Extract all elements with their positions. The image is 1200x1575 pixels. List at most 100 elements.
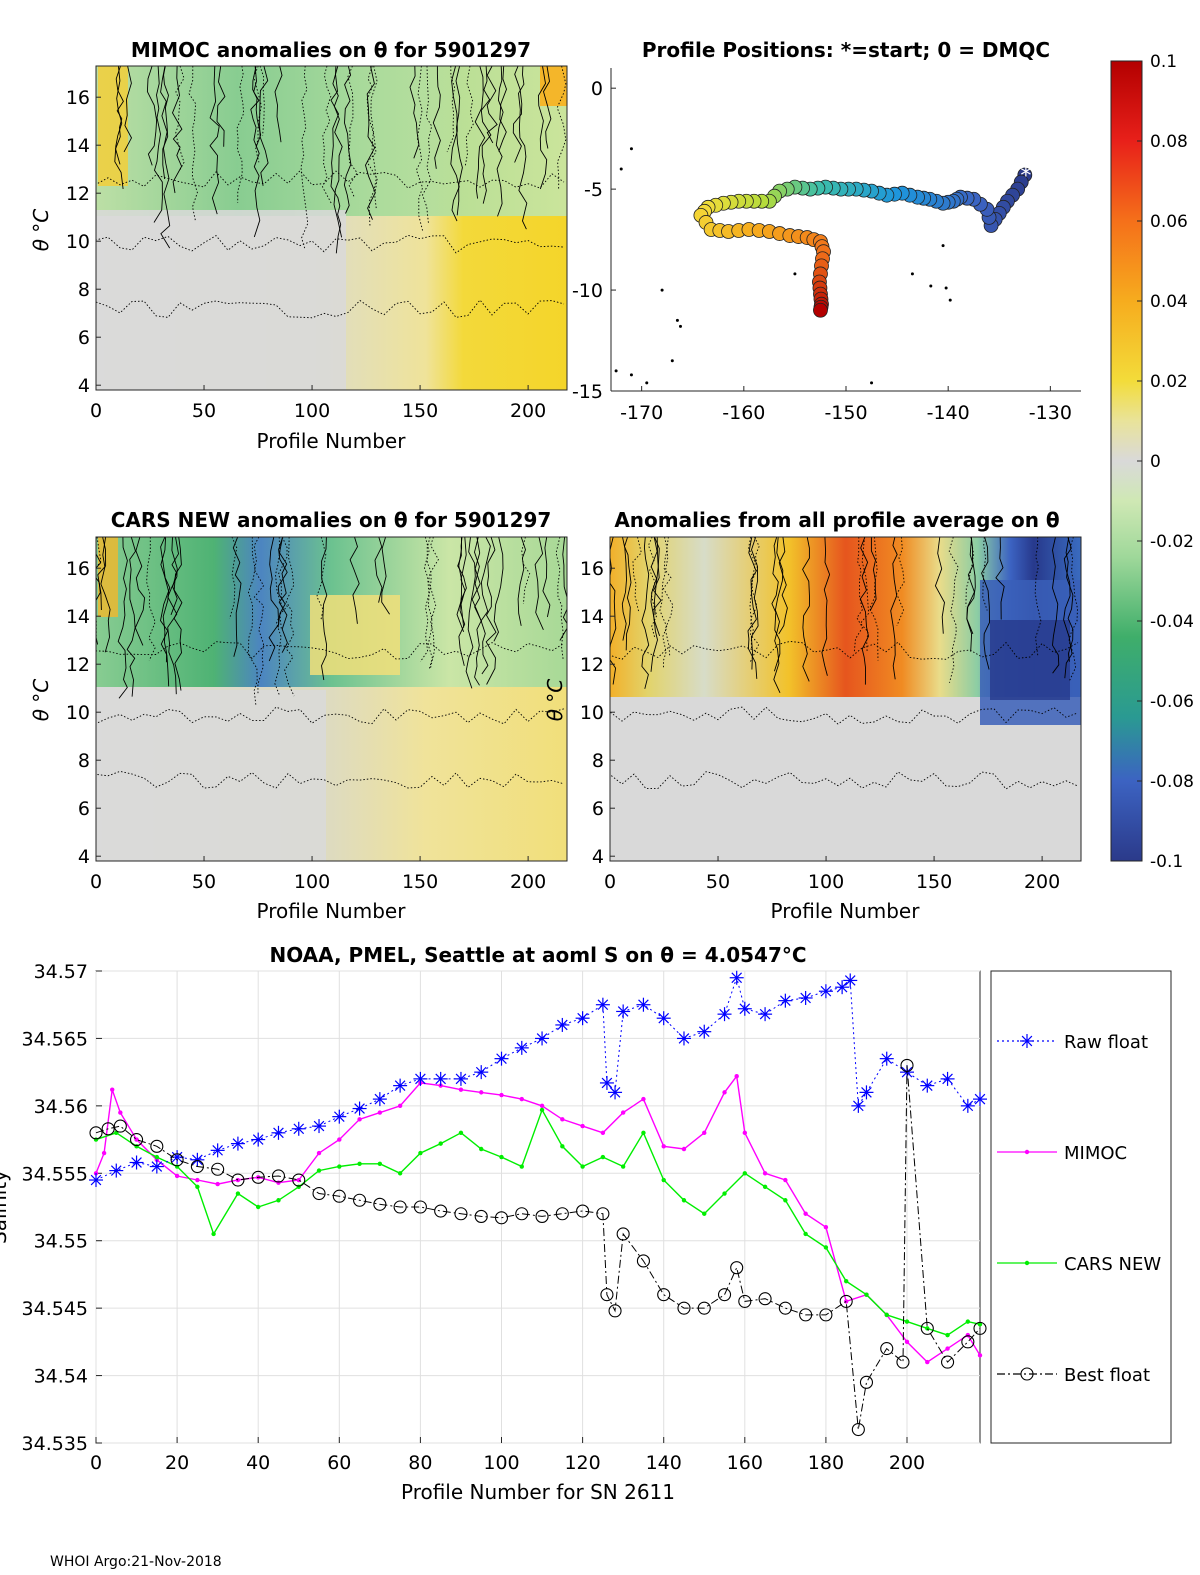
colorbar-tick-label: 0.04 (1150, 292, 1188, 312)
contour-line (96, 537, 102, 645)
best-float-marker (190, 1159, 204, 1174)
series-dot-marker (195, 1184, 200, 1189)
contour-line (474, 66, 486, 199)
contour-line (278, 537, 288, 653)
series-dot-marker (823, 1225, 829, 1230)
colorbar-tick-label: -0.02 (1150, 532, 1194, 552)
series-dot-marker (843, 1278, 849, 1284)
legend-item: MIMOC (997, 1143, 1127, 1164)
series-dot-marker (925, 1359, 930, 1365)
contour-line (632, 537, 642, 613)
contour-line (521, 537, 531, 605)
best-float-marker (353, 1193, 367, 1207)
y-tick-label: -5 (584, 179, 603, 201)
contour-line (859, 537, 869, 685)
series-dot-marker (904, 1339, 910, 1345)
contour-line (419, 537, 430, 663)
x-tick-label: 100 (483, 1452, 519, 1474)
series-dot-marker (174, 1164, 180, 1169)
best-float-marker (576, 1204, 590, 1218)
y-tick-label: 8 (592, 750, 604, 772)
contour-line (542, 537, 551, 618)
series-dot-marker (418, 1150, 423, 1156)
raw-float-marker (372, 1092, 387, 1107)
contour-line (773, 537, 784, 693)
raw-float-marker (717, 1007, 732, 1022)
series-dot-marker (641, 1130, 646, 1136)
island-dot (870, 381, 874, 385)
series-dot-marker (316, 1168, 322, 1173)
series-dot-marker (101, 1150, 107, 1156)
series-dot-marker (519, 1096, 524, 1102)
mimoc-title: MIMOC anomalies on θ for 5901297 (131, 38, 531, 62)
series-dot-marker (499, 1092, 504, 1098)
contour-line (650, 537, 658, 672)
cars-section-panel: 0 50 100 150 200 4 6 8 10 12 14 16 CARS NEW anomali… (29, 508, 568, 923)
contour-line (641, 537, 650, 689)
series-dot-marker (641, 1096, 646, 1102)
mean-section-panel: 0 50 100 150 200 4 6 8 10 12 14 16 Anomalies from a… (543, 508, 1082, 923)
contour-line (493, 537, 504, 642)
x-tick-label: 200 (510, 400, 546, 422)
y-tick-label: 4 (78, 846, 90, 868)
series-dot-marker (195, 1177, 200, 1183)
series-dot-marker (560, 1117, 565, 1122)
best-float-marker (1020, 1367, 1034, 1381)
series-dot-marker (211, 1231, 216, 1237)
raw-float-marker (616, 1004, 631, 1019)
series-dot-marker (479, 1146, 484, 1152)
contour-line (426, 537, 433, 671)
x-tick-label: 150 (402, 400, 438, 422)
best-float-marker (494, 1211, 509, 1225)
series-dot-marker (154, 1154, 160, 1160)
contour-line (559, 537, 567, 641)
legend-item: Raw float (997, 1032, 1148, 1053)
best-float-marker (271, 1169, 286, 1183)
contour-line (259, 66, 265, 136)
series-dot-marker (539, 1103, 545, 1109)
contour-line (556, 66, 567, 190)
contour-line (268, 537, 280, 662)
best-float-marker (896, 1355, 910, 1369)
y-tick-label: -15 (572, 381, 603, 403)
best-float-marker (170, 1153, 184, 1167)
legend-label: Raw float (1064, 1032, 1148, 1053)
series-dot-marker (110, 1087, 115, 1092)
island-dot (629, 373, 633, 377)
contour-line (498, 66, 507, 152)
x-tick-label: 50 (192, 871, 216, 893)
series-best-float (89, 1058, 987, 1437)
best-float-marker (636, 1254, 650, 1268)
contour-line (117, 537, 128, 699)
island-dot (793, 272, 797, 276)
contour-line (465, 537, 476, 689)
raw-float-marker (697, 1024, 712, 1039)
contour-line (1052, 537, 1060, 674)
raw-float-marker (230, 1136, 245, 1151)
series-dot-marker (661, 1177, 666, 1183)
series-dot-marker (600, 1154, 606, 1160)
x-tick-label: 160 (727, 1452, 763, 1474)
series-dot-marker (762, 1171, 768, 1176)
contour-line (134, 537, 146, 646)
series-dot-marker (904, 1319, 910, 1324)
contour-line (160, 537, 170, 663)
series-dot-marker (276, 1180, 281, 1185)
y-tick-label: 16 (66, 87, 90, 109)
contour-line (659, 537, 669, 669)
series-dot-marker (965, 1319, 971, 1324)
contour-line (450, 66, 460, 222)
contour-line (167, 537, 178, 695)
best-float-marker (211, 1162, 225, 1176)
island-dot (948, 298, 952, 302)
y-tick-label: 14 (580, 606, 604, 628)
best-float-marker (657, 1288, 671, 1302)
best-float-marker (434, 1204, 448, 1218)
raw-float-marker (494, 1051, 509, 1066)
x-tick-label: -150 (824, 402, 867, 424)
series-dot-marker (519, 1164, 524, 1169)
series-dot-marker (458, 1087, 464, 1092)
island-dot (675, 318, 679, 322)
contour-line (1063, 537, 1073, 679)
island-dot (660, 288, 664, 292)
